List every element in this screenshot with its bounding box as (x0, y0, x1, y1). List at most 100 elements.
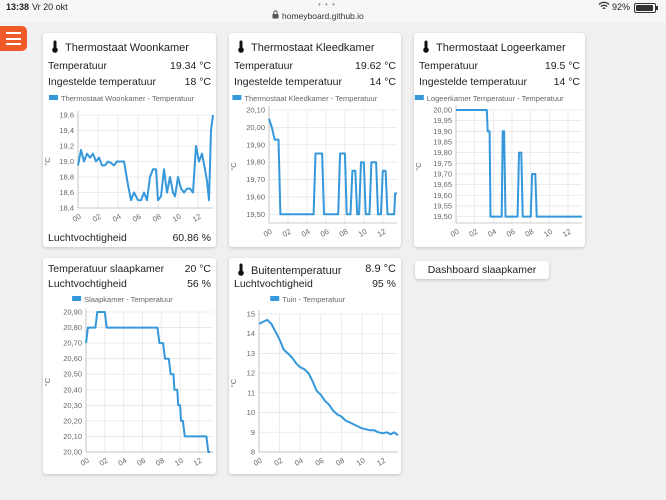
x-tick-label: 08 (524, 227, 536, 239)
y-tick-label: 8 (251, 448, 255, 457)
x-tick-label: 06 (131, 212, 143, 224)
legend-label: Logeerkamer Temperatuur - Temperatuur (427, 94, 564, 103)
thermometer-icon (52, 40, 58, 53)
wifi-icon (598, 1, 610, 10)
y-tick-label: 19,0 (59, 157, 74, 166)
y-axis-label: °C (229, 162, 238, 171)
x-tick-label: 02 (281, 227, 293, 239)
y-tick-label: 12 (247, 369, 255, 378)
chart-logeerkamer: Logeerkamer Temperatuur - Temperatuur 19,… (414, 94, 582, 239)
y-tick-label: 20,10 (63, 432, 82, 441)
temperature-row: Temperatuur 19.62 °C (234, 60, 396, 72)
series-line (268, 118, 397, 216)
y-tick-label: 20,20 (63, 416, 82, 425)
legend-label: Thermostaat Woonkamer - Temperatuur (61, 94, 195, 103)
chart-slaapkamer: Slaapkamer - Temperatuur 20,00 20,10 20,20 2… (43, 295, 213, 468)
series-line (85, 311, 211, 453)
x-tick-label: 00 (71, 212, 83, 224)
y-tick-label: 19,90 (246, 140, 265, 149)
y-tick-label: 19,2 (59, 142, 74, 151)
legend-swatch (49, 95, 58, 100)
temperature-row: Temperatuur slaapkamer 20 °C (48, 263, 211, 275)
x-tick-label: 10 (171, 212, 183, 224)
card-title: Thermostaat Logeerkamer (422, 40, 566, 54)
x-tick-label: 00 (79, 456, 91, 468)
x-tick-label: 02 (468, 227, 480, 239)
y-tick-label: 20,00 (246, 123, 265, 132)
series-line (456, 109, 582, 218)
card-buitentemperatuur: Buitentemperatuur 8.9 °C Luchtvochtighei… (229, 258, 401, 474)
x-tick-label: 12 (192, 456, 204, 468)
chart-woonkamer: Thermostaat Woonkamer - Temperatuur 18,4 1… (43, 94, 214, 224)
y-tick-label: 20,80 (63, 323, 82, 332)
x-tick-label: 08 (338, 227, 350, 239)
y-tick-label: 20,40 (63, 385, 82, 394)
x-tick-label: 00 (449, 227, 461, 239)
humidity-row: Luchtvochtigheid 95 % (234, 278, 396, 290)
card-title: Thermostaat Kleedkamer (237, 40, 375, 54)
x-tick-label: 12 (191, 212, 203, 224)
temperature-row: Temperatuur 19.5 °C (419, 60, 580, 72)
chart-kleedkamer: Thermostaat Kleedkamer - Temperatuur 19,5… (229, 94, 397, 239)
menu-button[interactable] (0, 26, 27, 51)
y-axis-label: °C (414, 162, 423, 171)
battery-icon (634, 3, 658, 13)
y-tick-label: 19,60 (433, 191, 452, 200)
address-bar-url[interactable]: homeyboard.github.io (282, 11, 364, 21)
card-title: Thermostaat Woonkamer (51, 40, 189, 54)
x-tick-label: 02 (272, 456, 284, 468)
outside-temperature-value: 8.9 °C (365, 263, 396, 275)
y-tick-label: 19,75 (433, 159, 452, 168)
x-tick-label: 12 (561, 227, 573, 239)
x-tick-label: 06 (314, 456, 326, 468)
y-tick-label: 18,4 (59, 204, 74, 213)
thermometer-icon (238, 263, 244, 276)
x-tick-label: 04 (117, 456, 129, 468)
card-thermostaat-kleedkamer: Thermostaat Kleedkamer Temperatuur 19.62… (229, 33, 401, 247)
y-tick-label: 19,60 (246, 192, 265, 201)
set-temperature-row: Ingestelde temperatuur 14 °C (419, 76, 580, 88)
multitasking-dots-icon[interactable]: • • • (318, 0, 336, 9)
y-tick-label: 13 (247, 349, 255, 358)
x-tick-label: 06 (319, 227, 331, 239)
y-axis-label: °C (229, 378, 238, 387)
y-tick-label: 9 (251, 428, 255, 437)
y-tick-label: 19,50 (246, 210, 265, 219)
y-tick-label: 19,70 (433, 169, 452, 178)
y-tick-label: 19,95 (433, 116, 452, 125)
y-tick-label: 20,00 (433, 106, 452, 115)
y-tick-label: 19,80 (246, 158, 265, 167)
y-tick-label: 19,6 (59, 111, 74, 120)
thermometer-icon (423, 40, 429, 53)
y-tick-label: 20,00 (63, 448, 82, 457)
y-tick-label: 20,30 (63, 401, 82, 410)
legend-label: Thermostaat Kleedkamer - Temperatuur (244, 94, 377, 103)
battery-percentage: 92% (612, 2, 631, 12)
y-tick-label: 19,85 (433, 137, 452, 146)
legend-swatch (414, 95, 424, 100)
x-tick-label: 02 (98, 456, 110, 468)
x-tick-label: 12 (375, 456, 387, 468)
y-tick-label: 11 (247, 388, 255, 397)
x-tick-label: 00 (252, 456, 264, 468)
x-tick-label: 06 (135, 456, 147, 468)
y-tick-label: 18,8 (59, 173, 74, 182)
y-tick-label: 19,50 (433, 212, 452, 221)
humidity-row: Luchtvochtigheid 56 % (48, 278, 211, 290)
y-tick-label: 19,90 (433, 127, 452, 136)
x-tick-label: 02 (91, 212, 103, 224)
y-tick-label: 18,6 (59, 188, 74, 197)
series-line (258, 318, 399, 437)
humidity-row: Luchtvochtigheid 60.86 % (48, 232, 211, 244)
card-title: Buitentemperatuur 8.9 °C (237, 263, 396, 277)
date: Vr 20 okt (32, 2, 68, 12)
y-axis-label: °C (43, 157, 52, 166)
menu-icon (6, 32, 21, 34)
y-tick-label: 19,55 (433, 201, 452, 210)
x-tick-label: 00 (262, 227, 274, 239)
lock-icon (272, 10, 279, 19)
temperature-row: Temperatuur 19.34 °C (48, 60, 211, 72)
card-slaapkamer: Temperatuur slaapkamer 20 °C Luchtvochti… (43, 258, 216, 474)
dashboard-slaapkamer-button[interactable]: Dashboard slaapkamer (415, 261, 549, 279)
y-tick-label: 19,65 (433, 180, 452, 189)
